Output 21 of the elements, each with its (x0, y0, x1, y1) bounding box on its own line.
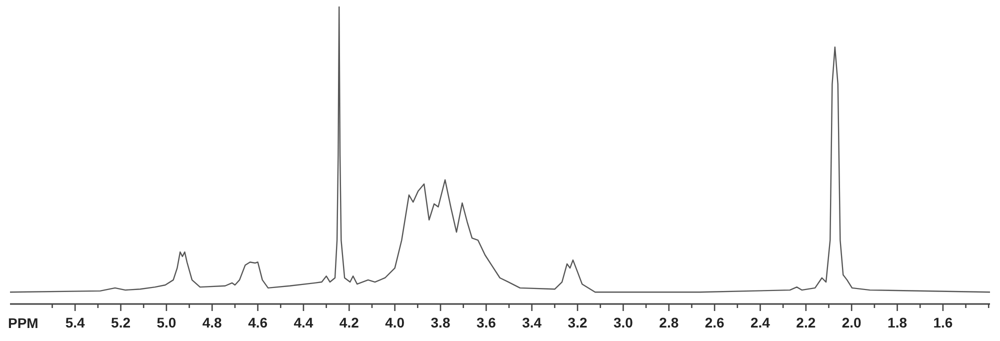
x-tick-label: 4.6 (248, 314, 268, 330)
x-tick-label: 4.4 (294, 314, 314, 330)
text: 2.0 (842, 314, 862, 330)
x-tick-label: 1.6 (933, 314, 953, 330)
x-tick-label: 2.2 (796, 314, 816, 330)
x-tick-label: 3.2 (568, 314, 588, 330)
x-tick-label: 3.8 (430, 314, 450, 330)
x-tick-label: 2.8 (659, 314, 679, 330)
text: 3.0 (613, 314, 633, 330)
text: 4.0 (385, 314, 405, 330)
x-tick-label: 2.6 (704, 314, 725, 330)
x-tick-label: 2.4 (750, 314, 770, 330)
x-tick-label: 4.2 (339, 314, 360, 330)
x-tick-label: 3.6 (476, 314, 496, 330)
x-axis-title: PPM (8, 315, 38, 331)
x-tick-label: 4.8 (202, 314, 222, 330)
x-tick-label: 3.4 (522, 314, 542, 330)
x-tick-label: 1.8 (888, 314, 908, 330)
text: 5.0 (156, 314, 176, 330)
x-tick-label: 5.4 (65, 314, 86, 330)
x-tick-label: 5.2 (111, 314, 131, 330)
